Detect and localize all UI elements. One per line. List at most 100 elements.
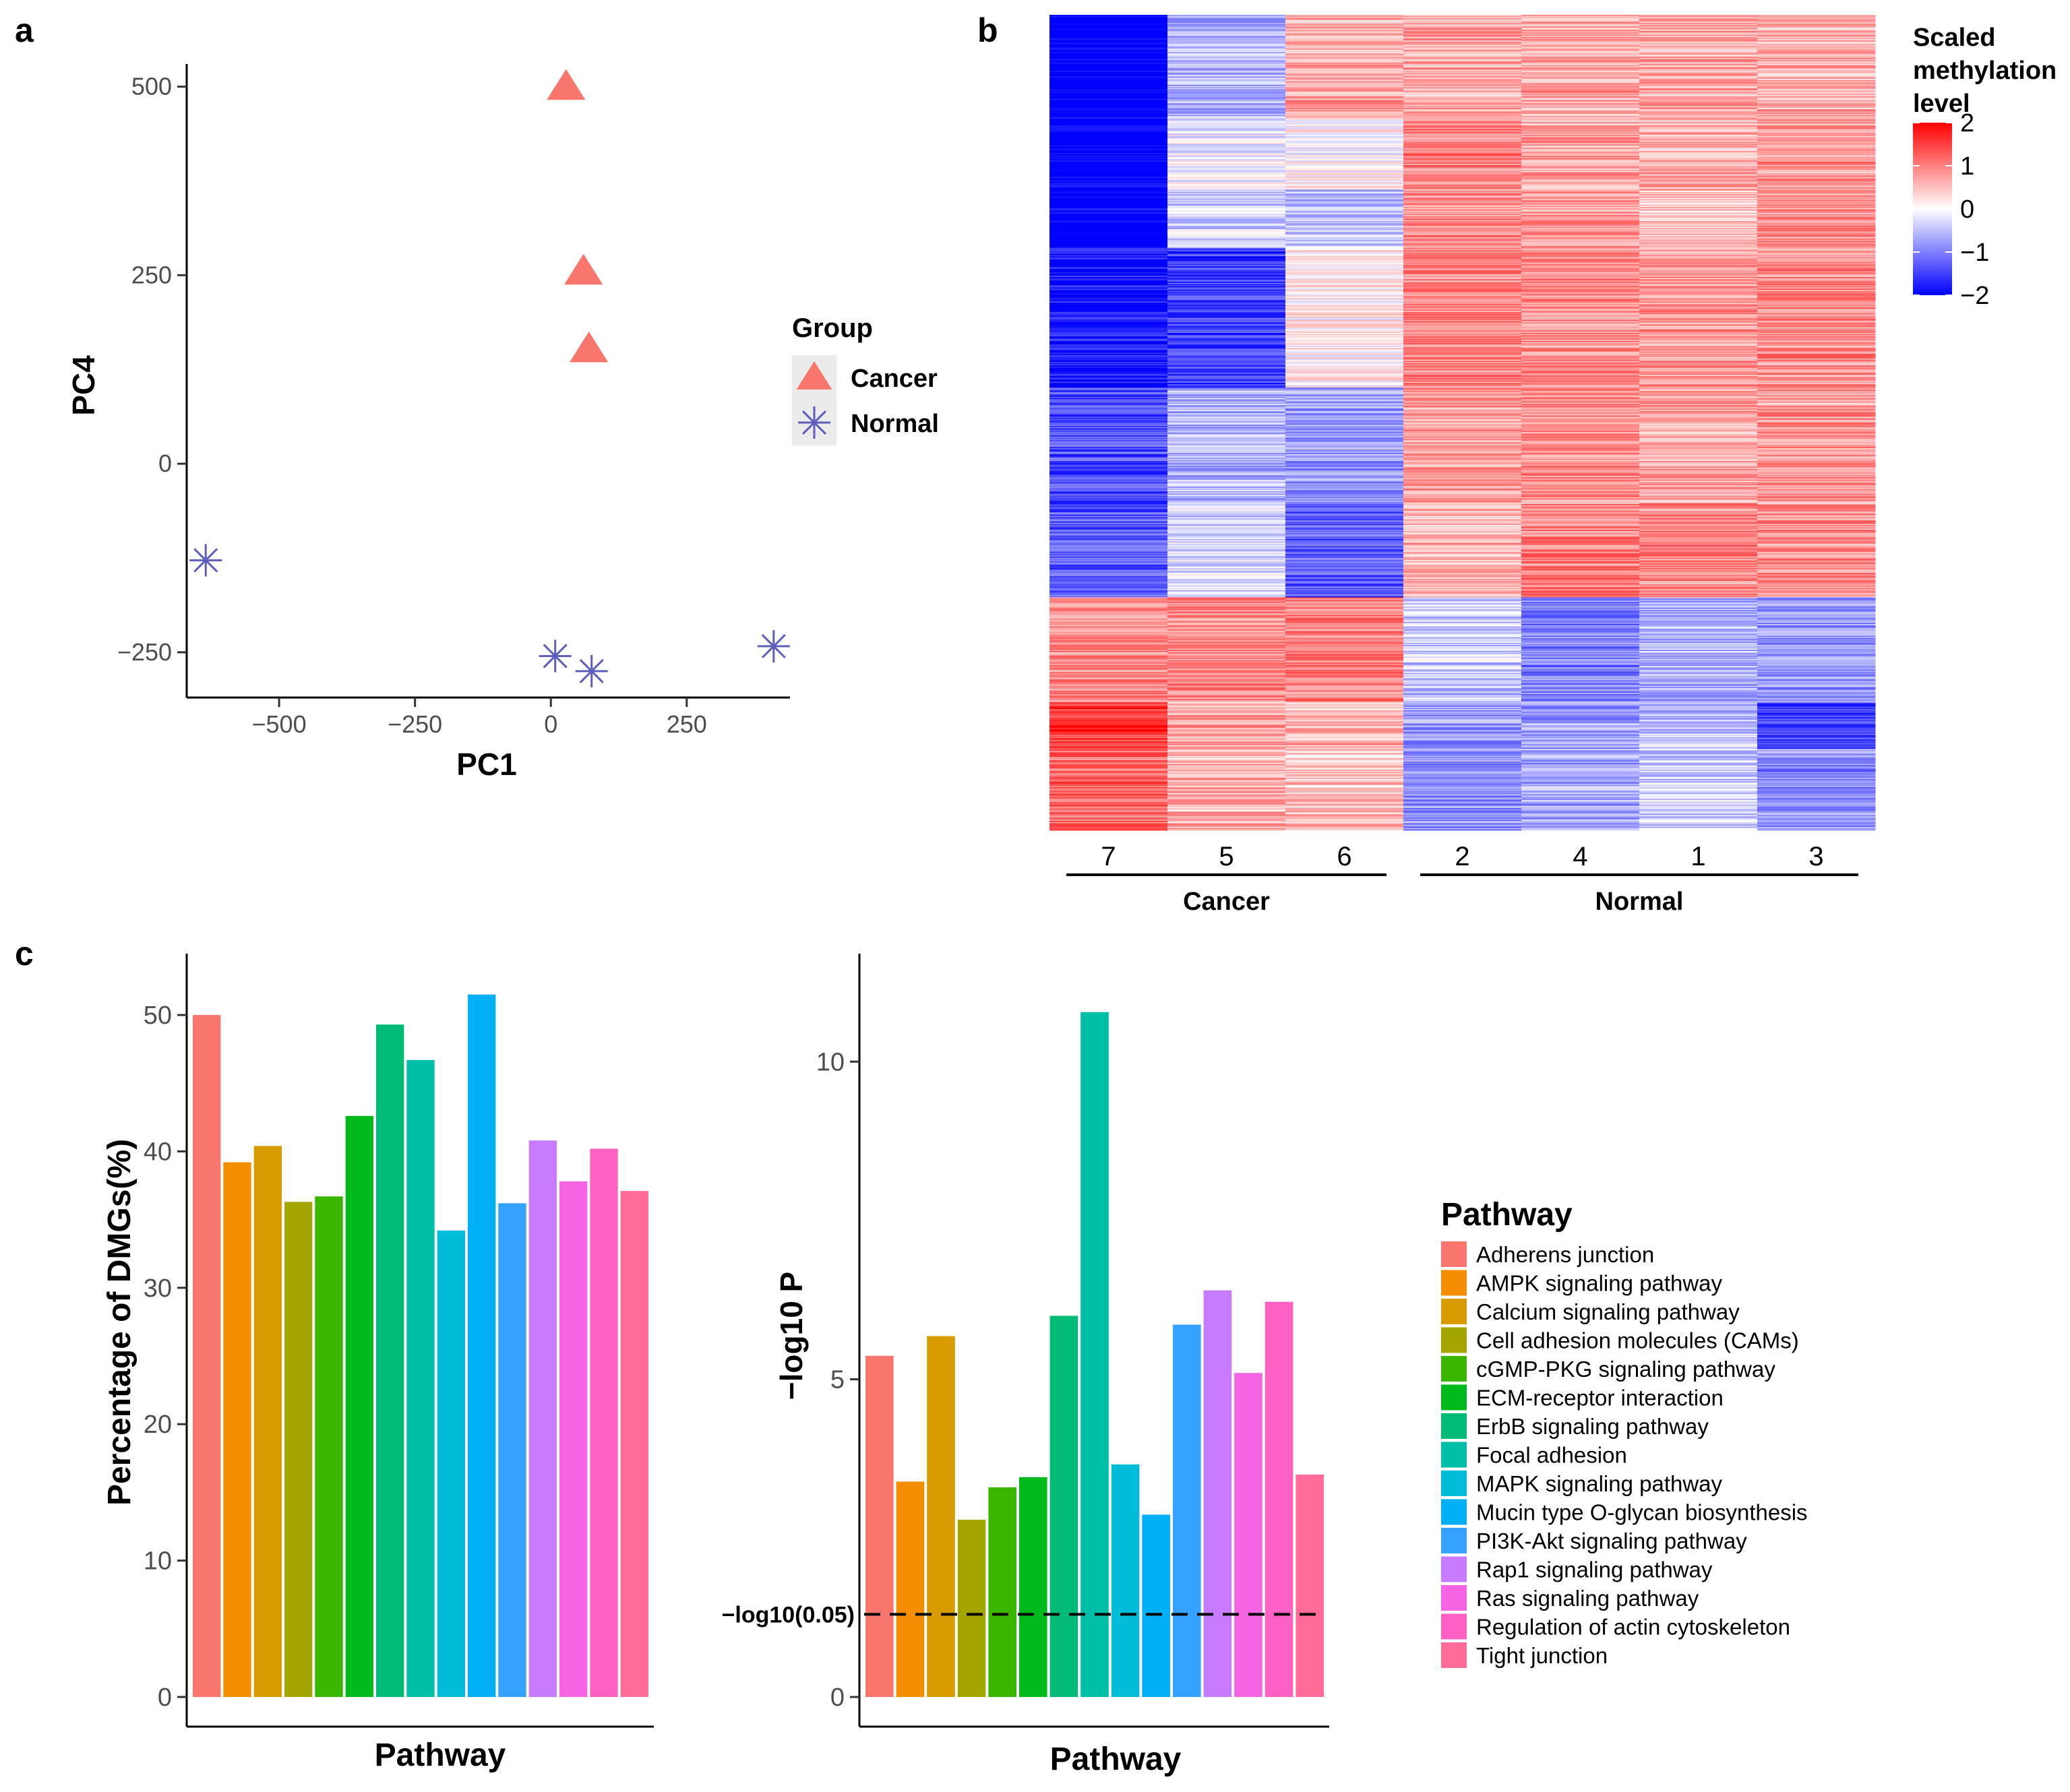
- pct-bar: [253, 1146, 282, 1697]
- pct-y-tick-label: 40: [144, 1138, 172, 1166]
- pathway-legend-label: Cell adhesion molecules (CAMs): [1476, 1328, 1799, 1353]
- pca-scatter-plot: −250 0 250 500 −500 −250 0 250 PC1 PC4 Group C…: [66, 64, 939, 782]
- p-bar: [1049, 1316, 1078, 1697]
- p-bar: [1234, 1373, 1262, 1697]
- pct-bar: [315, 1196, 343, 1697]
- pct-bar: [284, 1202, 313, 1697]
- p-y-axis-title: −log10 P: [774, 1272, 809, 1400]
- pathway-legend-key: [1441, 1327, 1467, 1353]
- p-bar: [865, 1355, 894, 1697]
- pathway-legend-key: [1441, 1270, 1467, 1296]
- pct-x-axis-title: Pathway: [375, 1737, 506, 1773]
- pct-bar: [498, 1203, 526, 1697]
- pca-x-tick-label: −250: [388, 710, 442, 738]
- pca-legend-title: Group: [792, 313, 873, 343]
- pathway-legend-key: [1441, 1356, 1467, 1382]
- pathway-legend-key: [1441, 1471, 1467, 1496]
- pathway-legend-label: MAPK signaling pathway: [1476, 1471, 1723, 1496]
- pathway-legend-label: PI3K-Akt signaling pathway: [1476, 1528, 1747, 1553]
- heatmap-column-label: 2: [1455, 842, 1469, 871]
- p-y-tick-label: 0: [830, 1683, 845, 1712]
- pathway-legend-label: Ras signaling pathway: [1476, 1586, 1699, 1611]
- heatmap-column-label: 1: [1691, 842, 1705, 871]
- pct-bar: [437, 1230, 465, 1697]
- significance-threshold-label: −log10(0.05): [722, 1602, 855, 1628]
- pca-point-cancer: [547, 69, 586, 100]
- colorbar-title-line-2: methylation: [1913, 57, 2057, 85]
- pathway-legend-label: ErbB signaling pathway: [1476, 1414, 1709, 1439]
- heatmap-column-6: [1285, 15, 1404, 831]
- pca-point-normal: [189, 544, 222, 577]
- pca-y-axis-title: PC4: [66, 355, 101, 416]
- p-bar: [1142, 1514, 1170, 1697]
- pct-y-tick-label: 20: [144, 1411, 172, 1439]
- pathway-legend-label: Calcium signaling pathway: [1476, 1299, 1740, 1324]
- heatmap-column-label: 7: [1101, 842, 1116, 871]
- pca-point-normal: [539, 640, 572, 673]
- methylation-heatmap: 7 5 6 2 4 1 3 Cancer Normal Scaled methylation …: [1049, 15, 2057, 916]
- colorbar-tick-label: 1: [1960, 152, 1974, 181]
- pct-bar: [223, 1162, 251, 1697]
- p-bar: [1019, 1477, 1047, 1697]
- heatmap-group-label: Normal: [1595, 888, 1684, 916]
- pca-point-normal: [757, 629, 790, 662]
- pca-legend-label-normal: Normal: [851, 410, 939, 438]
- panel-label-c: c: [15, 935, 34, 972]
- pathway-legend-key: [1441, 1442, 1467, 1468]
- pathway-legend-key: [1441, 1499, 1467, 1525]
- pathway-legend-key: [1441, 1642, 1467, 1668]
- pathway-legend-key: [1441, 1241, 1467, 1267]
- pca-legend-key-cancer: [796, 361, 832, 390]
- p-x-axis-title: Pathway: [1050, 1741, 1182, 1777]
- pathway-legend-key: [1441, 1299, 1467, 1324]
- pct-bar: [193, 1015, 221, 1697]
- heatmap-column-label: 6: [1337, 842, 1351, 871]
- colorbar-title-line-3: level: [1913, 90, 1970, 118]
- pathway-legend-label: ECM-receptor interaction: [1476, 1386, 1724, 1411]
- heatmap-column-label: 4: [1573, 842, 1587, 871]
- pca-y-tick-label: −250: [117, 638, 172, 666]
- heatmap-column-3: [1757, 15, 1876, 831]
- pct-bar: [590, 1148, 618, 1697]
- pca-y-tick-label: 0: [158, 450, 172, 477]
- pathway-legend-key: [1441, 1413, 1467, 1439]
- pca-y-tick-label: 250: [131, 261, 172, 288]
- pathway-legend-label: Rap1 signaling pathway: [1476, 1557, 1713, 1582]
- colorbar-tick-label: −1: [1960, 239, 1989, 267]
- heatmap-group-label: Cancer: [1183, 888, 1270, 916]
- pathway-legend-label: cGMP-PKG signaling pathway: [1476, 1357, 1775, 1382]
- pathway-legend-label: Mucin type O-glycan biosynthesis: [1476, 1500, 1808, 1525]
- pathway-legend-key: [1441, 1556, 1467, 1582]
- pct-bar: [345, 1115, 373, 1697]
- heatmap-column-1: [1639, 15, 1758, 831]
- heatmap-column-label: 5: [1219, 842, 1234, 871]
- pathway-legend-key: [1441, 1528, 1467, 1553]
- heatmap-column-label: 3: [1808, 842, 1823, 871]
- pct-y-tick-label: 50: [144, 1001, 172, 1030]
- pct-bar: [468, 994, 496, 1697]
- pct-y-tick-label: 10: [144, 1547, 172, 1576]
- p-y-tick-label: 5: [830, 1366, 845, 1394]
- pca-legend: Group Cancer Normal: [792, 313, 939, 445]
- pathway-legend-title: Pathway: [1441, 1197, 1573, 1233]
- p-bar: [1265, 1301, 1293, 1697]
- panel-label-a: a: [15, 11, 34, 49]
- pca-x-axis-title: PC1: [456, 747, 516, 782]
- pct-bar: [559, 1181, 588, 1697]
- colorbar-title-line-1: Scaled: [1913, 24, 1996, 52]
- heatmap-column-7: [1049, 15, 1168, 831]
- pca-y-tick-label: 500: [131, 73, 172, 100]
- pct-bar: [620, 1191, 648, 1697]
- colorbar-tick-label: 2: [1960, 109, 1974, 137]
- pca-x-tick-label: 250: [667, 710, 707, 738]
- panel-label-b: b: [977, 11, 998, 49]
- pct-y-tick-label: 30: [144, 1274, 172, 1303]
- pca-x-tick-label: −500: [252, 710, 307, 738]
- pct-bar: [406, 1059, 435, 1697]
- p-bar: [1080, 1012, 1109, 1697]
- p-bar: [988, 1487, 1016, 1697]
- heatmap-colorbar: Scaled methylation level 2 1 0 −1 −2: [1913, 24, 2057, 310]
- pca-legend-key-normal: [798, 406, 830, 439]
- p-y-tick-label: 10: [816, 1048, 845, 1076]
